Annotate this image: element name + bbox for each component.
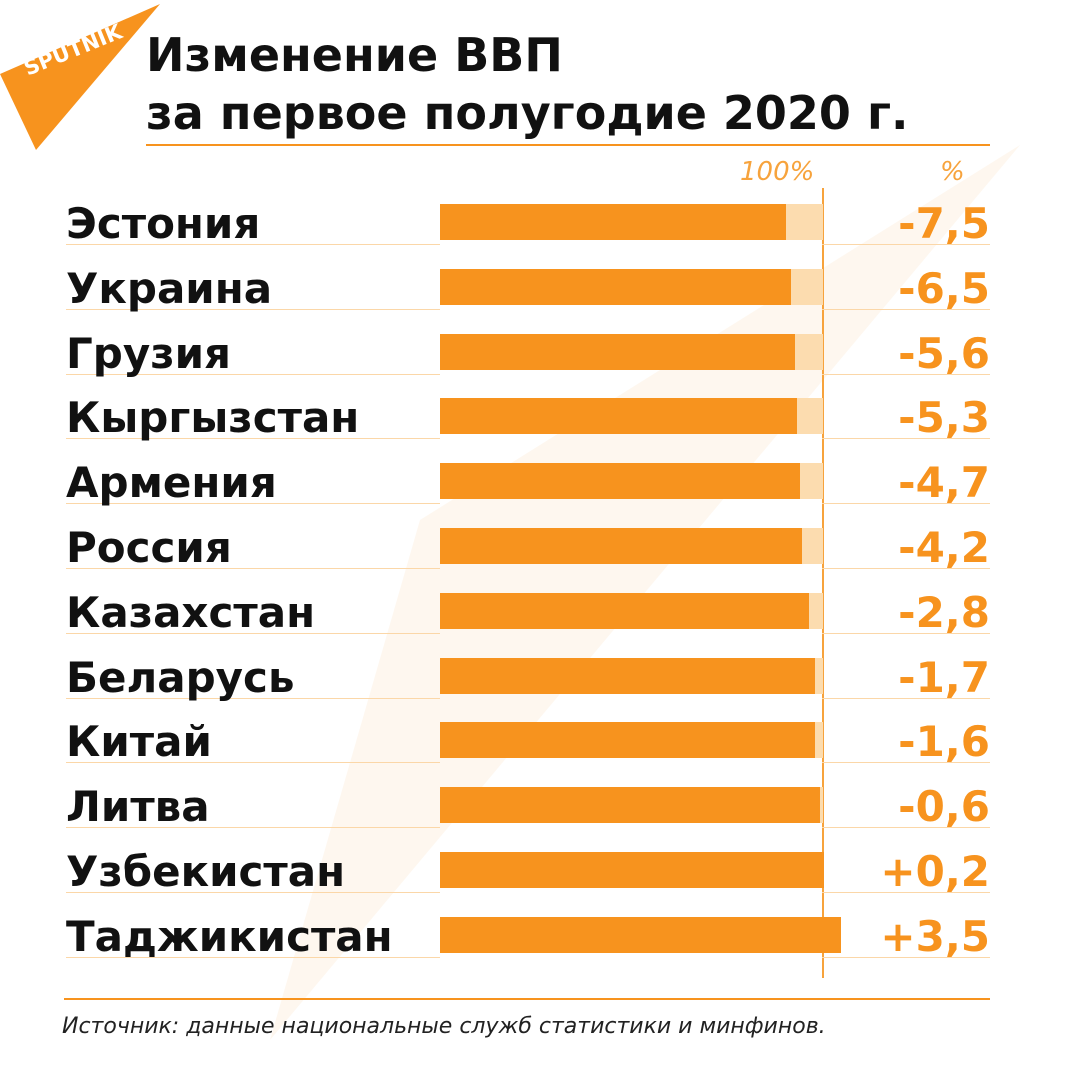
title-line-2: за первое полугодие 2020 г. [146, 86, 909, 140]
row-guide [66, 438, 440, 440]
bar [440, 268, 791, 305]
sputnik-logo: SPUTNIK [0, 0, 170, 160]
chart-title: Изменение ВВП за первое полугодие 2020 г… [146, 26, 908, 142]
country-label: Грузия [66, 328, 232, 378]
row-guide [66, 697, 440, 699]
row-guide [822, 632, 990, 634]
bar [440, 592, 809, 629]
bar-row: Таджикистан +3,5 [0, 912, 1080, 961]
value-label: -1,6 [898, 717, 990, 767]
country-label: Эстония [66, 199, 261, 248]
row-guide [66, 956, 440, 958]
value-header: % [940, 157, 965, 187]
bar [440, 463, 800, 500]
bar-row: Узбекистан +0,2 [0, 847, 1080, 896]
value-label: -5,3 [898, 393, 990, 443]
row-guide [66, 762, 440, 764]
country-label: Россия [66, 523, 232, 572]
row-guide [822, 827, 990, 829]
title-divider [146, 144, 990, 146]
row-guide [822, 308, 990, 310]
row-guide [822, 568, 990, 569]
title-line-1: Изменение ВВП [146, 28, 563, 82]
reference-line-100 [822, 188, 824, 978]
row-guide [822, 892, 990, 893]
footer-divider [64, 998, 990, 1000]
row-guide [66, 632, 440, 634]
bar [440, 333, 795, 370]
bar [440, 852, 824, 888]
value-label: -4,7 [898, 458, 990, 508]
bar-row: Грузия -5,6 [0, 329, 1080, 378]
bar-row: Литва -0,6 [0, 782, 1080, 831]
country-label: Украина [66, 263, 273, 313]
reference-header: 100% [740, 157, 815, 187]
value-label: -7,5 [898, 199, 990, 248]
value-label: -1,7 [898, 652, 990, 702]
bar [440, 398, 797, 435]
row-guide [822, 956, 990, 958]
row-guide [822, 244, 990, 245]
bar-row: Кыргызстан -5,3 [0, 393, 1080, 442]
bar-row: Армения -4,7 [0, 458, 1080, 507]
country-label: Казахстан [66, 587, 316, 637]
row-guide [822, 762, 990, 764]
country-label: Армения [66, 458, 277, 508]
bar [440, 787, 820, 824]
row-guide [822, 438, 990, 440]
value-label: -6,5 [898, 263, 990, 313]
row-guide [66, 892, 440, 893]
country-label: Таджикистан [66, 911, 393, 961]
bar [440, 528, 802, 564]
row-guide [66, 503, 440, 505]
row-guide [66, 308, 440, 310]
bar-row: Россия -4,2 [0, 523, 1080, 572]
bar-row: Беларусь -1,7 [0, 653, 1080, 702]
bar [440, 722, 815, 759]
bar [440, 916, 841, 953]
value-label: +3,5 [880, 911, 990, 961]
value-label: -5,6 [898, 328, 990, 378]
country-label: Узбекистан [66, 847, 346, 896]
row-guide [66, 373, 440, 375]
country-label: Беларусь [66, 652, 295, 702]
row-guide [822, 373, 990, 375]
country-label: Кыргызстан [66, 393, 360, 443]
bar-row: Казахстан -2,8 [0, 588, 1080, 637]
row-guide [822, 697, 990, 699]
row-guide [66, 568, 440, 569]
value-label: -2,8 [898, 587, 990, 637]
value-label: -4,2 [898, 523, 990, 572]
country-label: Литва [66, 782, 210, 832]
bar [440, 204, 786, 240]
source-note: Источник: данные национальные служб стат… [62, 1014, 826, 1039]
bar-row: Китай -1,6 [0, 717, 1080, 766]
bar-row: Украина -6,5 [0, 264, 1080, 313]
row-guide [66, 827, 440, 829]
row-guide [66, 244, 440, 245]
country-label: Китай [66, 717, 212, 767]
bar-row: Эстония -7,5 [0, 199, 1080, 248]
value-label: +0,2 [880, 847, 990, 896]
value-label: -0,6 [898, 782, 990, 832]
bar [440, 657, 815, 694]
row-guide [822, 503, 990, 505]
